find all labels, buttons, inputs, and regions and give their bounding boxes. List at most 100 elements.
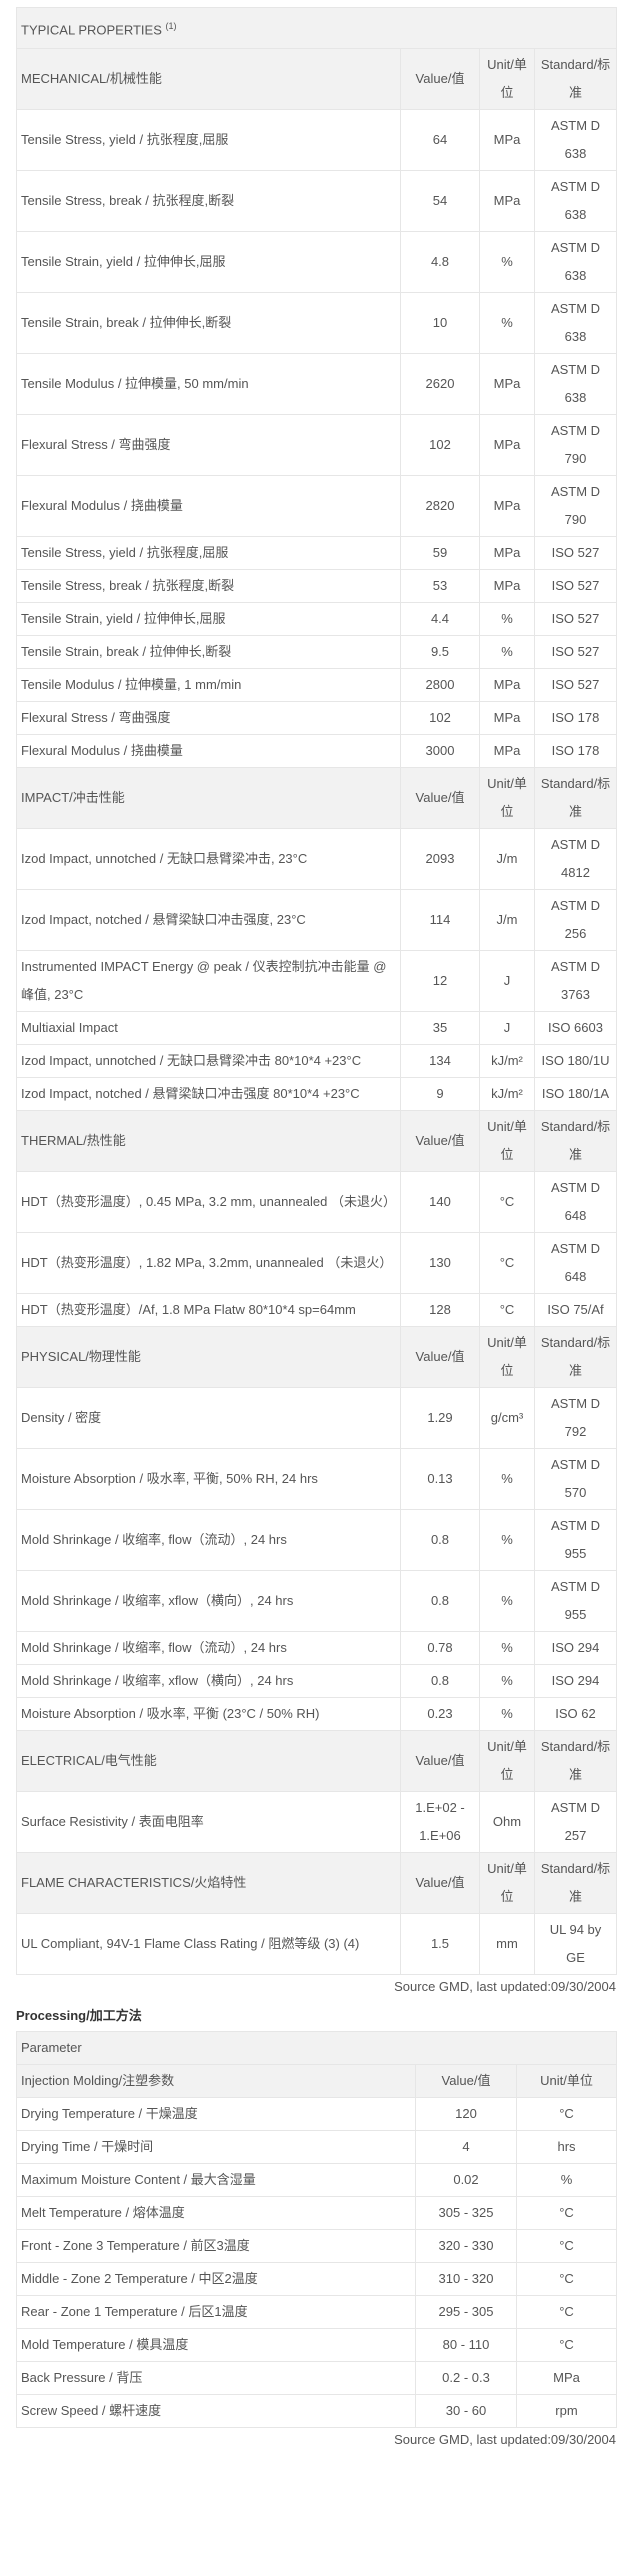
property-unit: MPa [479,353,535,416]
property-name: Izod Impact, unnotched / 无缺口悬臂梁冲击, 23°C [16,828,401,891]
section-header-row: PHYSICAL/物理性能 Value/值 Unit/单位 Standard/标准 [16,1326,617,1389]
property-standard: ASTM D 955 [534,1570,617,1633]
property-name: Tensile Stress, break / 抗张程度,断裂 [16,170,401,233]
property-standard: ISO 6603 [534,1011,617,1046]
property-standard: ASTM D 570 [534,1448,617,1511]
parameter-unit: °C [516,2295,617,2330]
property-unit: MPa [479,734,535,769]
table-row: Middle - Zone 2 Temperature / 中区2温度 310 -… [16,2262,617,2297]
standard-header: Standard/标准 [534,1852,617,1915]
value-header: Value/值 [400,1852,480,1915]
property-name: Mold Shrinkage / 收缩率, xflow（横向）, 24 hrs [16,1570,401,1633]
property-name: Multiaxial Impact [16,1011,401,1046]
parameter-value: 120 [415,2097,517,2132]
property-unit: % [479,1697,535,1732]
table-row: Flexural Modulus / 挠曲模量 2820 MPa ASTM D 790 [16,475,617,538]
table-row: Mold Shrinkage / 收缩率, flow（流动）, 24 hrs 0.… [16,1509,617,1572]
table-title: TYPICAL PROPERTIES (1) [16,6,617,50]
value-header: Value/值 [400,1730,480,1793]
parameter-name: Middle - Zone 2 Temperature / 中区2温度 [16,2262,416,2297]
table-row: Drying Time / 干燥时间 4 hrs [16,2130,617,2165]
property-value: 128 [400,1293,480,1328]
property-name: Izod Impact, unnotched / 无缺口悬臂梁冲击 80*10*… [16,1044,401,1079]
property-name: Tensile Stress, yield / 抗张程度,屈服 [16,109,401,172]
parameter-value: 305 - 325 [415,2196,517,2231]
property-value: 102 [400,701,480,736]
parameter-name: Back Pressure / 背压 [16,2361,416,2396]
property-name: Tensile Strain, break / 拉伸伸长,断裂 [16,635,401,670]
property-name: Moisture Absorption / 吸水率, 平衡 (23°C / 50… [16,1697,401,1732]
property-unit: MPa [479,701,535,736]
table-row: Moisture Absorption / 吸水率, 平衡, 50% RH, 2… [16,1448,617,1511]
property-unit: kJ/m² [479,1044,535,1079]
processing-header-row: Injection Molding/注塑参数 Value/值 Unit/单位 [16,2064,617,2099]
table-row: Melt Temperature / 熔体温度 305 - 325 °C [16,2196,617,2231]
parameter-name: Drying Time / 干燥时间 [16,2130,416,2165]
property-value: 4.8 [400,231,480,294]
property-unit: kJ/m² [479,1077,535,1112]
property-standard: ISO 62 [534,1697,617,1732]
property-name: Tensile Stress, break / 抗张程度,断裂 [16,569,401,604]
parameter-value: 320 - 330 [415,2229,517,2264]
property-name: Density / 密度 [16,1387,401,1450]
table-row: Tensile Strain, yield / 拉伸伸长,屈服 4.8% ASTM … [16,231,617,294]
processing-title: Processing/加工方法 [16,2008,142,2024]
property-value: 12 [400,950,480,1013]
property-standard: ASTM D 4812 [534,828,617,891]
table-row: Mold Temperature / 模具温度 80 - 110 °C [16,2328,617,2363]
property-name: HDT（热变形温度）, 0.45 MPa, 3.2 mm, unannealed… [16,1171,401,1234]
unit-header: Unit/单位 [479,767,535,830]
parameter-unit: °C [516,2328,617,2363]
property-value: 114 [400,889,480,952]
table-row: Tensile Stress, yield / 抗张程度,屈服 59 MPa ISO … [16,536,617,571]
property-value: 0.8 [400,1664,480,1699]
property-standard: UL 94 by GE [534,1913,617,1976]
table-row: Tensile Stress, break / 抗张程度,断裂 54 MPa ASTM… [16,170,617,233]
section-label: FLAME CHARACTERISTICS/火焰特性 [16,1852,401,1915]
table-row: HDT（热变形温度）, 1.82 MPa, 3.2mm, unannealed … [16,1232,617,1295]
property-unit: % [479,602,535,637]
table-row: HDT（热变形温度）, 0.45 MPa, 3.2 mm, unannealed… [16,1171,617,1234]
property-value: 0.13 [400,1448,480,1511]
property-name: Surface Resistivity / 表面电阻率 [16,1791,401,1854]
section-header-row: MECHANICAL/机械性能 Value/值 Unit/单位 Standard/标准 [16,48,617,111]
section-label: IMPACT/冲击性能 [16,767,401,830]
property-standard: ISO 527 [534,569,617,604]
parameter-unit: % [516,2163,617,2198]
property-name: HDT（热变形温度）, 1.82 MPa, 3.2mm, unannealed … [16,1232,401,1295]
table-row: Front - Zone 3 Temperature / 前区3温度 320 - … [16,2229,617,2264]
property-unit: J [479,950,535,1013]
property-name: Tensile Stress, yield / 抗张程度,屈服 [16,536,401,571]
property-unit: J/m [479,828,535,891]
parameter-unit: °C [516,2229,617,2264]
property-unit: MPa [479,475,535,538]
property-standard: ASTM D 638 [534,170,617,233]
property-unit: MPa [479,569,535,604]
unit-header: Unit/单位 [479,1110,535,1173]
property-name: Moisture Absorption / 吸水率, 平衡, 50% RH, 2… [16,1448,401,1511]
value-header: Value/值 [400,767,480,830]
property-standard: ASTM D 257 [534,1791,617,1854]
table-title-row: TYPICAL PROPERTIES (1) [16,6,617,50]
property-standard: ASTM D 3763 [534,950,617,1013]
value-header: Value/值 [400,1110,480,1173]
property-value: 35 [400,1011,480,1046]
table-row: Back Pressure / 背压 0.2 - 0.3 MPa [16,2361,617,2396]
property-value: 2093 [400,828,480,891]
table-row: Tensile Strain, yield / 拉伸伸长,屈服 4.4% ISO 5… [16,602,617,637]
property-value: 10 [400,292,480,355]
property-standard: ASTM D 955 [534,1509,617,1572]
property-value: 53 [400,569,480,604]
property-value: 134 [400,1044,480,1079]
property-unit: MPa [479,109,535,172]
property-unit: J [479,1011,535,1046]
property-unit: MPa [479,536,535,571]
table-row: Izod Impact, unnotched / 无缺口悬臂梁冲击 80*10*… [16,1044,617,1079]
title-text: TYPICAL PROPERTIES [21,22,162,38]
processing-source-note: Source GMD, last updated:09/30/2004 [394,2432,616,2448]
parameter-value: 295 - 305 [415,2295,517,2330]
property-standard: ISO 527 [534,536,617,571]
property-standard: ASTM D 638 [534,292,617,355]
table-row: Instrumented IMPACT Energy @ peak / 仪表控制… [16,950,617,1013]
parameter-name: Front - Zone 3 Temperature / 前区3温度 [16,2229,416,2264]
